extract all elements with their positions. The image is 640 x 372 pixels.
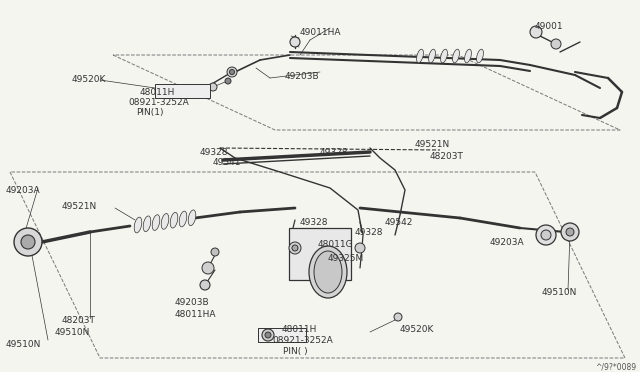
Text: 49203B: 49203B <box>285 72 319 81</box>
Text: 49542: 49542 <box>385 218 413 227</box>
Circle shape <box>292 245 298 251</box>
Circle shape <box>230 70 234 74</box>
Circle shape <box>290 37 300 47</box>
Text: 49510N: 49510N <box>542 288 577 297</box>
Text: ^/9?*0089: ^/9?*0089 <box>595 362 636 371</box>
Ellipse shape <box>440 49 447 63</box>
Text: 49520K: 49520K <box>72 75 106 84</box>
Text: 48011H: 48011H <box>282 325 317 334</box>
Text: 48011H: 48011H <box>140 88 175 97</box>
Text: 49328: 49328 <box>200 148 228 157</box>
Circle shape <box>289 242 301 254</box>
Circle shape <box>198 86 206 94</box>
Text: 49328: 49328 <box>320 148 349 157</box>
Circle shape <box>561 223 579 241</box>
Ellipse shape <box>314 251 342 293</box>
Circle shape <box>551 39 561 49</box>
Circle shape <box>200 280 210 290</box>
Circle shape <box>225 78 231 84</box>
Text: 48203T: 48203T <box>62 316 96 325</box>
Ellipse shape <box>452 49 460 63</box>
Text: 49521N: 49521N <box>62 202 97 211</box>
Circle shape <box>21 235 35 249</box>
Text: 48203T: 48203T <box>430 152 464 161</box>
Circle shape <box>265 332 271 338</box>
Circle shape <box>566 228 574 236</box>
Text: 08921-3252A: 08921-3252A <box>128 98 189 107</box>
Ellipse shape <box>465 49 472 63</box>
Circle shape <box>394 313 402 321</box>
Ellipse shape <box>417 49 424 63</box>
Text: 49203A: 49203A <box>490 238 525 247</box>
Bar <box>155 84 210 98</box>
Text: 49203A: 49203A <box>6 186 40 195</box>
Circle shape <box>530 26 542 38</box>
Bar <box>289 228 351 280</box>
Circle shape <box>227 67 237 77</box>
Text: 49011HA: 49011HA <box>300 28 342 37</box>
Circle shape <box>209 83 217 91</box>
Text: 49520K: 49520K <box>400 325 435 334</box>
Text: 49510N: 49510N <box>6 340 42 349</box>
Text: 49203B: 49203B <box>175 298 210 307</box>
Text: 49001: 49001 <box>535 22 564 31</box>
Ellipse shape <box>477 49 483 63</box>
Text: 48011HA: 48011HA <box>175 310 216 319</box>
Circle shape <box>536 225 556 245</box>
Bar <box>258 328 306 342</box>
Text: 49328: 49328 <box>355 228 383 237</box>
Text: 49541: 49541 <box>213 158 241 167</box>
Circle shape <box>202 262 214 274</box>
Ellipse shape <box>179 211 187 227</box>
Text: 08921-3252A: 08921-3252A <box>272 336 333 345</box>
Text: 49325M: 49325M <box>328 254 364 263</box>
Text: PIN( ): PIN( ) <box>283 347 308 356</box>
Circle shape <box>262 329 274 341</box>
Text: 49328: 49328 <box>300 218 328 227</box>
Circle shape <box>355 243 365 253</box>
Text: 49521N: 49521N <box>415 140 451 149</box>
Ellipse shape <box>134 217 142 233</box>
Ellipse shape <box>143 216 151 232</box>
Text: PIN(1): PIN(1) <box>136 108 163 117</box>
Ellipse shape <box>188 210 196 226</box>
Ellipse shape <box>309 246 347 298</box>
Ellipse shape <box>170 212 178 228</box>
Text: 48011G: 48011G <box>318 240 354 249</box>
Ellipse shape <box>429 49 435 63</box>
Text: 49510N: 49510N <box>55 328 90 337</box>
Circle shape <box>14 228 42 256</box>
Ellipse shape <box>161 214 169 229</box>
Ellipse shape <box>152 215 160 231</box>
Circle shape <box>541 230 551 240</box>
Circle shape <box>211 248 219 256</box>
